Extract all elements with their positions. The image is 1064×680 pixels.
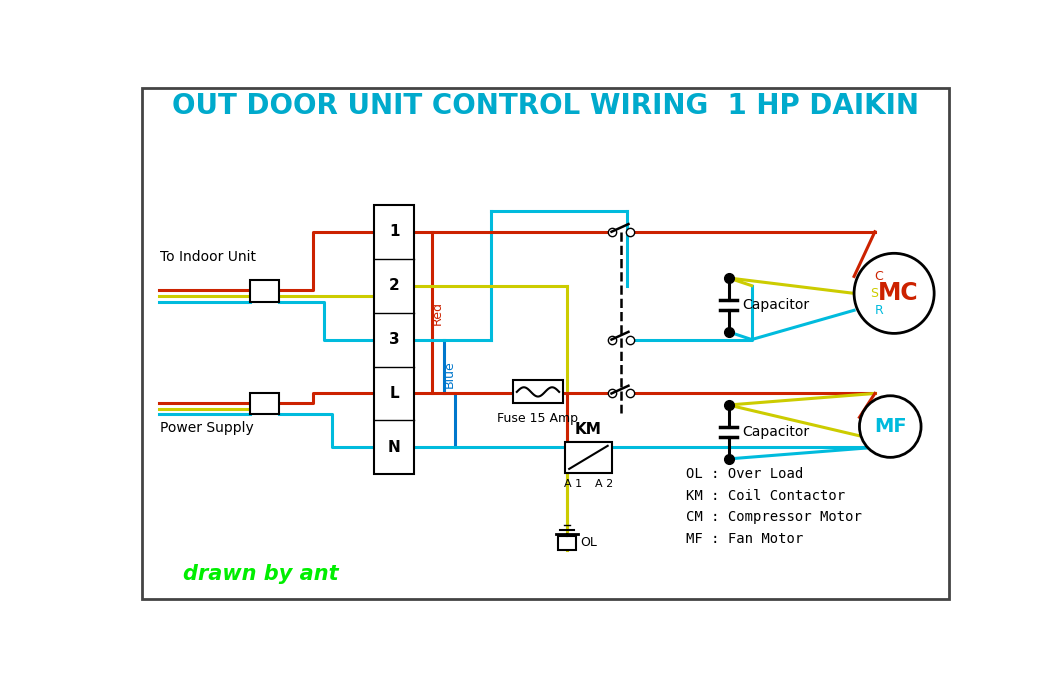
Text: OL: OL — [581, 537, 598, 549]
Text: Red: Red — [431, 301, 444, 324]
Text: C: C — [875, 270, 883, 283]
Text: KM : Coil Contactor: KM : Coil Contactor — [686, 489, 845, 503]
Text: KM: KM — [575, 422, 602, 437]
Text: Capacitor: Capacitor — [743, 425, 810, 439]
Bar — [250, 280, 279, 302]
Text: OL : Over Load: OL : Over Load — [686, 467, 803, 481]
Text: drawn by ant: drawn by ant — [183, 564, 339, 584]
Text: L: L — [389, 386, 399, 401]
Bar — [513, 380, 563, 403]
Text: 2: 2 — [389, 278, 400, 293]
Text: S: S — [870, 287, 878, 300]
Text: 3: 3 — [389, 332, 400, 347]
Text: 1: 1 — [389, 224, 400, 239]
Text: A 1: A 1 — [564, 479, 582, 488]
Bar — [375, 205, 414, 475]
Bar — [250, 392, 279, 414]
Text: Blue: Blue — [443, 360, 455, 388]
Bar — [565, 442, 612, 473]
Bar — [558, 536, 576, 549]
Text: OUT DOOR UNIT CONTROL WIRING  1 HP DAIKIN: OUT DOOR UNIT CONTROL WIRING 1 HP DAIKIN — [171, 92, 919, 120]
Text: R: R — [875, 304, 883, 317]
Text: CM : Compressor Motor: CM : Compressor Motor — [686, 511, 862, 524]
Text: Fuse 15 Amp: Fuse 15 Amp — [498, 412, 579, 426]
Text: MF: MF — [874, 417, 907, 436]
Circle shape — [860, 396, 921, 458]
Text: Power Supply: Power Supply — [161, 421, 254, 435]
Text: MF : Fan Motor: MF : Fan Motor — [686, 532, 803, 546]
Circle shape — [854, 254, 934, 333]
Text: Capacitor: Capacitor — [743, 298, 810, 312]
Text: MC: MC — [878, 282, 918, 305]
Text: N: N — [388, 440, 401, 455]
Text: A 2: A 2 — [595, 479, 613, 488]
Text: To Indoor Unit: To Indoor Unit — [161, 250, 256, 264]
